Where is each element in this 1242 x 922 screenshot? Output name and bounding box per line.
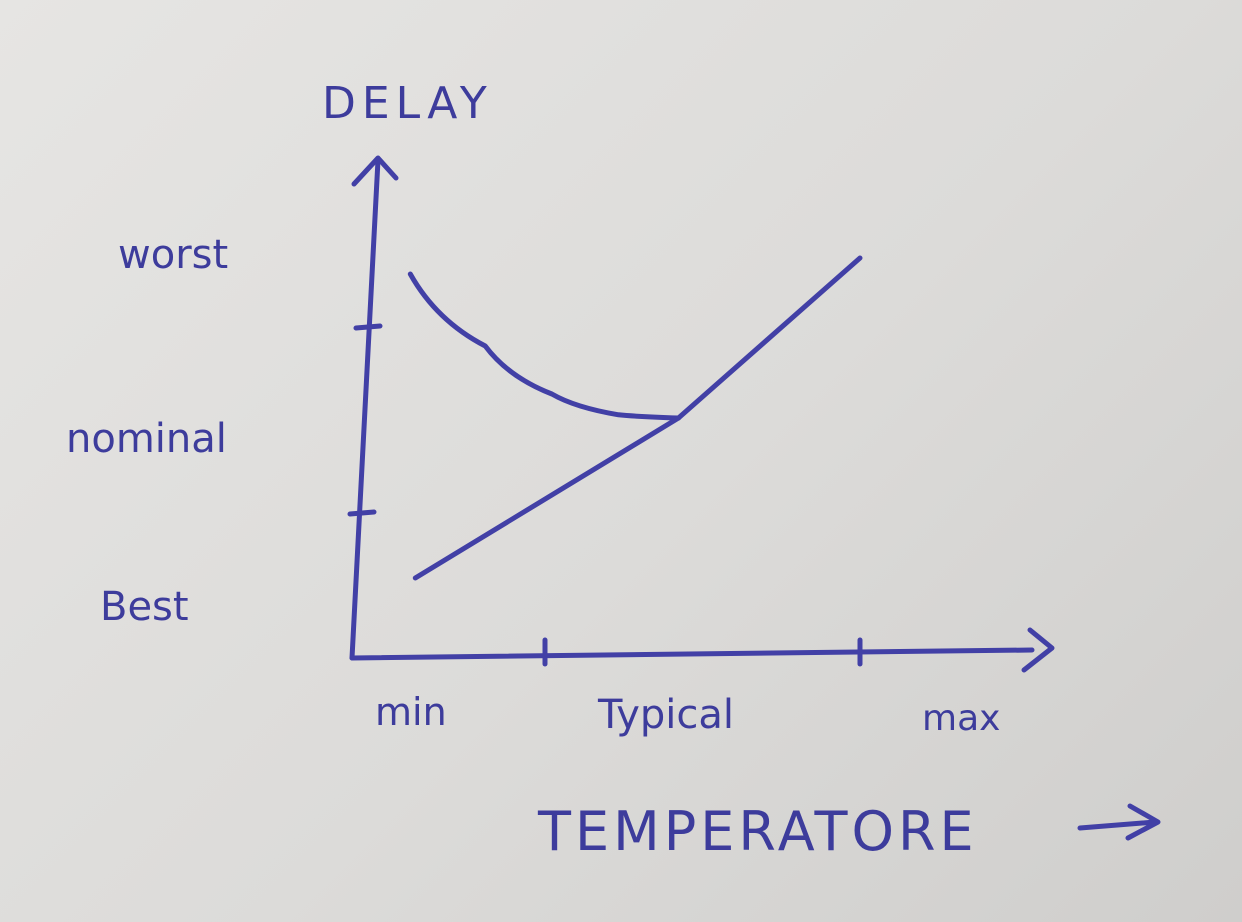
y-tick-mark	[353, 323, 383, 331]
x-tick-label: max	[922, 698, 1000, 739]
x-axis	[349, 647, 1035, 661]
x-tick-label: Typical	[597, 692, 734, 738]
linear-series	[412, 255, 863, 581]
x-axis-arrowhead	[1021, 627, 1055, 673]
y-axis-label: DELAY	[322, 78, 493, 129]
y-tick-mark	[347, 509, 377, 517]
y-tick-label: worst	[118, 232, 228, 278]
x-axis-label-arrow	[1077, 803, 1161, 841]
y-axis-arrowhead	[351, 155, 399, 187]
y-axis	[349, 157, 381, 661]
x-axis-label: TEMPERATORE	[537, 800, 978, 863]
y-tick-label: nominal	[66, 416, 227, 462]
curve-series	[407, 271, 681, 421]
x-tick-label: min	[375, 690, 447, 734]
y-tick-label: Best	[100, 584, 189, 630]
